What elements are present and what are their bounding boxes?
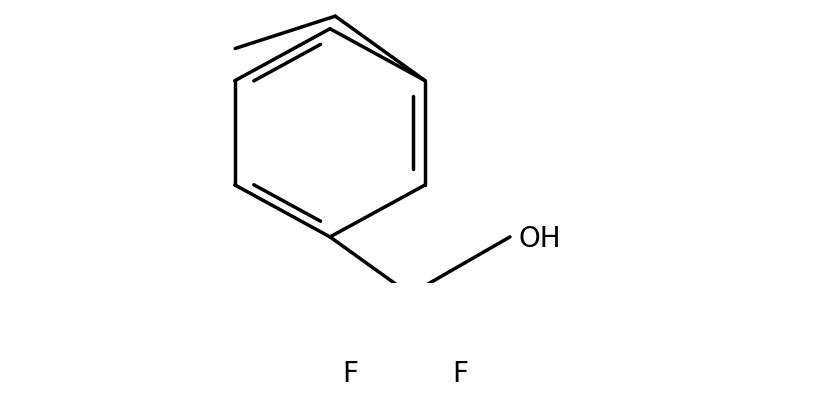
Text: F: F — [342, 361, 358, 388]
Text: OH: OH — [518, 225, 561, 253]
Text: F: F — [452, 361, 468, 388]
